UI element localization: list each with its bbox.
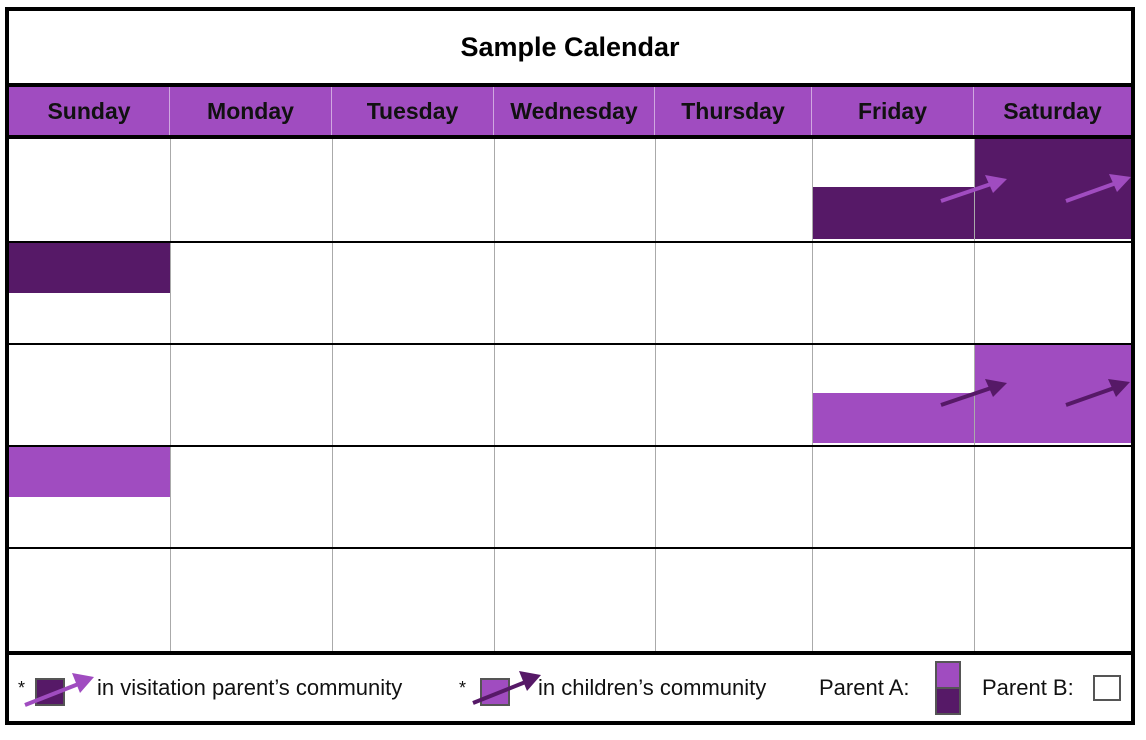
legend-parent-b-label: Parent B: <box>982 675 1074 700</box>
row-divider <box>9 241 1131 243</box>
arrow-icon <box>1065 379 1130 407</box>
travel-arrows <box>940 174 1131 407</box>
row-divider <box>9 445 1131 447</box>
calendar-frame: Sample Calendar Sunday Monday Tuesday We… <box>5 7 1135 725</box>
calendar-title: Sample Calendar <box>460 31 680 62</box>
legend-asterisk: * <box>459 677 467 698</box>
day-header-monday: Monday <box>170 87 332 135</box>
day-header-tuesday: Tuesday <box>332 87 494 135</box>
legend-parent-a-label: Parent A: <box>819 675 910 700</box>
row-divider <box>9 547 1131 549</box>
weekday-header: Sunday Monday Tuesday Wednesday Thursday… <box>9 87 1131 135</box>
parent-a-dark-block <box>812 187 974 239</box>
day-header-sunday: Sunday <box>9 87 170 135</box>
parent-b-swatch <box>1093 675 1121 701</box>
row-divider <box>9 343 1131 345</box>
parent-a-light-block <box>974 345 1131 443</box>
legend-children-label: in children’s community <box>538 675 767 700</box>
parent-a-light-block <box>9 447 170 497</box>
arrow-icon <box>940 379 1007 407</box>
day-header-friday: Friday <box>812 87 974 135</box>
arrow-icon <box>24 673 94 707</box>
column-divider <box>655 139 656 651</box>
day-header-thursday: Thursday <box>655 87 812 135</box>
legend-dark-swatch <box>35 678 65 706</box>
legend: * in visitation parent’s community * in … <box>9 655 1131 721</box>
day-header-saturday: Saturday <box>1003 97 1102 124</box>
parent-a-dark-block <box>9 243 170 293</box>
title-divider <box>9 83 1131 87</box>
column-divider <box>170 139 171 651</box>
legend-divider <box>9 651 1131 655</box>
column-divider <box>332 139 333 651</box>
arrow-icon <box>472 671 541 705</box>
arrow-icon <box>940 175 1007 203</box>
day-header-wednesday: Wednesday <box>494 87 655 135</box>
parent-a-light-swatch <box>935 661 961 689</box>
column-divider <box>812 139 813 651</box>
column-divider <box>494 139 495 651</box>
header-divider <box>9 135 1131 139</box>
legend-visitation-label: in visitation parent’s community <box>97 675 403 700</box>
parent-a-dark-swatch <box>935 687 961 715</box>
legend-asterisk: * <box>18 677 26 698</box>
arrow-icon <box>1065 174 1131 203</box>
calendar-grid <box>9 139 1131 651</box>
